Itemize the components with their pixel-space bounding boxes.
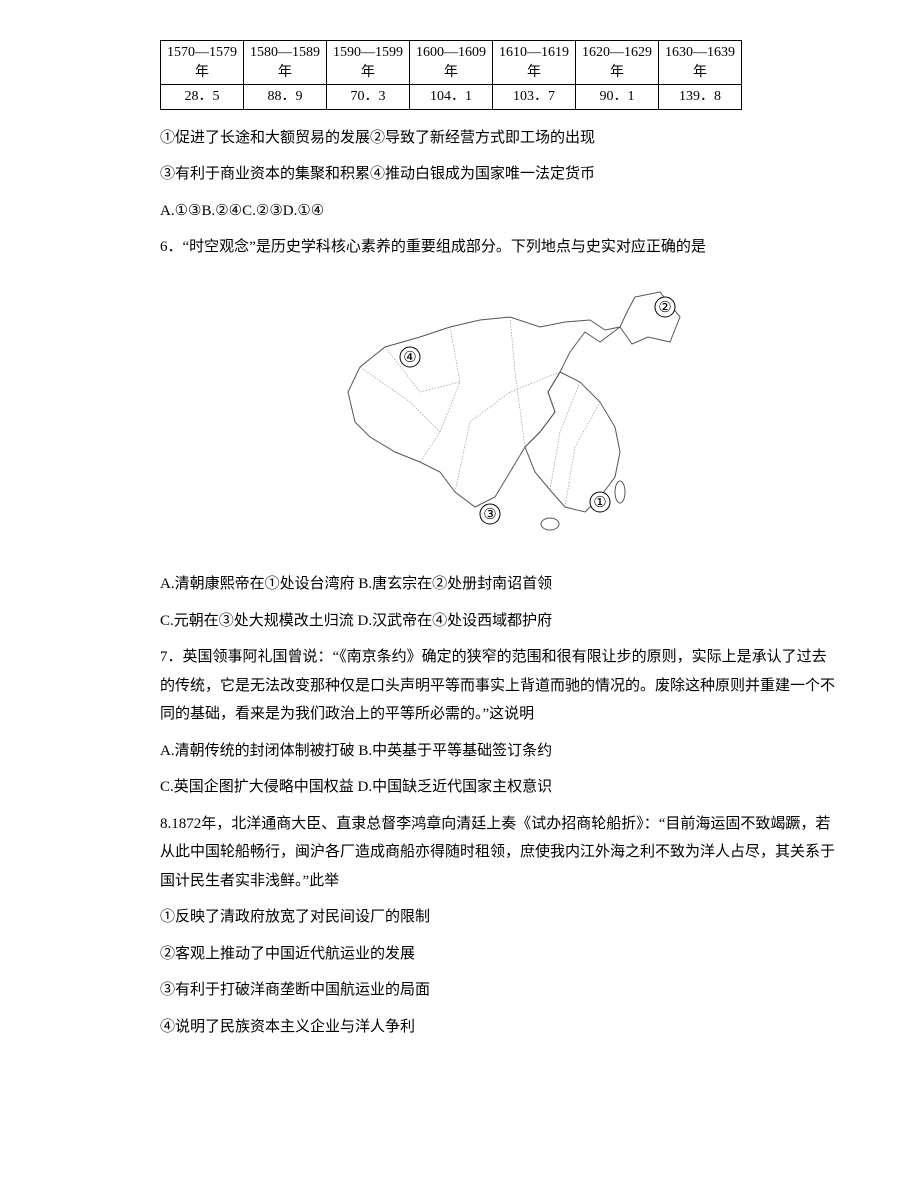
q7-option-c: C.英国企图扩大侵略中国权益: [160, 779, 354, 795]
q6-options-cd: C.元朝在③处大规模改土归流 D.汉武帝在④处设西域都护府: [160, 607, 840, 636]
col-1620: 1620—1629 年: [576, 41, 659, 85]
range-text: 1630—1639: [665, 45, 735, 60]
val-1620: 90．1: [576, 85, 659, 110]
q6-options-ab: A.清朝康熙帝在①处设台湾府 B.唐玄宗在②处册封南诏首领: [160, 570, 840, 599]
q5-statement-1: ①促进了长途和大额贸易的发展②导致了新经营方式即工场的出现: [160, 124, 840, 153]
map-label-2: ②: [658, 300, 671, 316]
q6-option-c: C.元朝在③处大规模改土归流: [160, 613, 354, 629]
q6-option-a: A.清朝康熙帝在①处设台湾府: [160, 576, 355, 592]
q8-statement-2: ②客观上推动了中国近代航运业的发展: [160, 940, 840, 969]
q6-option-d: D.汉武帝在④处设西域都护府: [358, 613, 553, 629]
table-values-row: 28．5 88．9 70．3 104．1 103．7 90．1 139．8: [161, 85, 742, 110]
year-suffix: 年: [444, 65, 458, 80]
year-suffix: 年: [278, 65, 292, 80]
q7-option-a: A.清朝传统的封闭体制被打破: [160, 743, 355, 759]
china-map-icon: ① ② ③ ④: [300, 272, 700, 542]
map-label-4: ④: [403, 350, 416, 366]
q8-statement-4: ④说明了民族资本主义企业与洋人争利: [160, 1013, 840, 1042]
year-suffix: 年: [195, 65, 209, 80]
map-label-3: ③: [483, 507, 496, 523]
col-1630: 1630—1639 年: [659, 41, 742, 85]
year-suffix: 年: [361, 65, 375, 80]
silver-inflow-table: 1570—1579 年 1580—1589 年 1590—1599 年 1600…: [160, 40, 742, 110]
q6-option-b: B.唐玄宗在②处册封南诏首领: [358, 576, 552, 592]
val-1580: 88．9: [244, 85, 327, 110]
col-1610: 1610—1619 年: [493, 41, 576, 85]
year-suffix: 年: [693, 65, 707, 80]
col-1600: 1600—1609 年: [410, 41, 493, 85]
val-1570: 28．5: [161, 85, 244, 110]
q8-statement-1: ①反映了清政府放宽了对民间设厂的限制: [160, 903, 840, 932]
q6-stem: 6．“时空观念”是历史学科核心素养的重要组成部分。下列地点与史实对应正确的是: [160, 233, 840, 262]
q7-options-cd: C.英国企图扩大侵略中国权益 D.中国缺乏近代国家主权意识: [160, 773, 840, 802]
q5-options: A.①③B.②④C.②③D.①④: [160, 197, 840, 226]
val-1590: 70．3: [327, 85, 410, 110]
q8-stem: 8.1872年，北洋通商大臣、直隶总督李鸿章向清廷上奏《试办招商轮船折》：“目前…: [160, 810, 840, 896]
q7-option-d: D.中国缺乏近代国家主权意识: [358, 779, 553, 795]
val-1630: 139．8: [659, 85, 742, 110]
map-label-1: ①: [593, 495, 606, 511]
table-header-row: 1570—1579 年 1580—1589 年 1590—1599 年 1600…: [161, 41, 742, 85]
q7-options-ab: A.清朝传统的封闭体制被打破 B.中英基于平等基础签订条约: [160, 737, 840, 766]
q7-option-b: B.中英基于平等基础签订条约: [358, 743, 552, 759]
range-text: 1570—1579: [167, 45, 237, 60]
val-1610: 103．7: [493, 85, 576, 110]
col-1570: 1570—1579 年: [161, 41, 244, 85]
range-text: 1620—1629: [582, 45, 652, 60]
q8-statement-3: ③有利于打破洋商垄断中国航运业的局面: [160, 976, 840, 1005]
range-text: 1590—1599: [333, 45, 403, 60]
year-suffix: 年: [527, 65, 541, 80]
range-text: 1610—1619: [499, 45, 569, 60]
q5-statement-2: ③有利于商业资本的集聚和积累④推动白银成为国家唯一法定货币: [160, 160, 840, 189]
val-1600: 104．1: [410, 85, 493, 110]
china-map-figure: ① ② ③ ④: [160, 272, 840, 553]
col-1590: 1590—1599 年: [327, 41, 410, 85]
col-1580: 1580—1589 年: [244, 41, 327, 85]
range-text: 1580—1589: [250, 45, 320, 60]
q7-stem: 7．英国领事阿礼国曾说：“《南京条约》确定的狭窄的范围和很有限让步的原则，实际上…: [160, 643, 840, 729]
year-suffix: 年: [610, 65, 624, 80]
range-text: 1600—1609: [416, 45, 486, 60]
